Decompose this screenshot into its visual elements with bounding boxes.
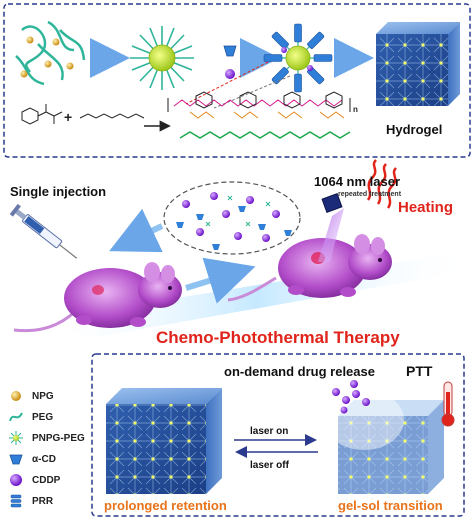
polymer-repeat-structure xyxy=(167,91,351,139)
plus-sign: + xyxy=(64,109,72,125)
syringe-icon xyxy=(9,203,78,259)
legend-label: PRR xyxy=(32,495,54,507)
dashed-pointer-red xyxy=(185,61,269,105)
heat-waves-icon xyxy=(366,159,397,209)
gel-cube-right xyxy=(324,390,444,494)
gold-sphere-icon xyxy=(8,388,24,404)
arrow-release-to-injection xyxy=(109,208,164,253)
polymer-repeat-n: n xyxy=(353,105,358,114)
legend-label: α-CD xyxy=(32,453,56,465)
legend-label: PNPG-PEG xyxy=(32,432,85,444)
gel-sol-transition-label: gel-sol transition xyxy=(338,498,443,513)
blue-cone-icon xyxy=(8,451,24,467)
blue-spiral-icon xyxy=(8,493,24,509)
laser-head-icon xyxy=(321,193,343,213)
legend-label: NPG xyxy=(32,390,54,402)
prr-micelle xyxy=(263,23,333,93)
released-particles xyxy=(176,192,292,250)
heating-label: Heating xyxy=(398,199,453,216)
legend-item-peg: PEG xyxy=(8,409,53,425)
cddp-reagent xyxy=(225,69,235,79)
hydrogel-cube-top xyxy=(376,22,460,106)
alpha-cd-reagent xyxy=(223,45,237,57)
arrow-mouse-to-mouse xyxy=(185,257,256,304)
drug-release-ellipse xyxy=(163,181,301,255)
release-title: on-demand drug release xyxy=(224,364,375,379)
dashed-pointer-gray xyxy=(213,75,291,109)
peg-diol-structure xyxy=(79,113,145,119)
star-micelle-icon xyxy=(8,430,24,446)
laser-sublabel: repeated treatment xyxy=(338,191,402,198)
single-injection-label: Single injection xyxy=(10,184,106,199)
mouse-right-illustration xyxy=(227,234,392,302)
laser-beam xyxy=(318,208,344,262)
pnpg-peg-micelle xyxy=(130,26,194,90)
green-chain-icon xyxy=(8,409,24,425)
legend-item-alpha-cd: α-CD xyxy=(8,451,56,467)
legend-item-npg: NPG xyxy=(8,388,54,404)
legend-label: CDDP xyxy=(32,474,61,486)
hydrogel-label: Hydrogel xyxy=(386,122,442,137)
thermometer-icon xyxy=(441,381,455,427)
amino-acid-structure xyxy=(21,104,63,125)
prolonged-retention-label: prolonged retention xyxy=(104,498,227,513)
therapy-title: Chemo-Photothermal Therapy xyxy=(156,328,400,347)
laser-off-label: laser off xyxy=(250,460,290,471)
legend-item-prr: PRR xyxy=(8,493,53,509)
released-cddp-particles xyxy=(332,380,370,414)
laser-label: 1064 nm laser xyxy=(314,174,400,189)
legend-label: PEG xyxy=(32,411,54,423)
purple-sphere-icon xyxy=(8,472,24,488)
gel-cube-left xyxy=(106,388,222,494)
legend-item-pnpg-peg: PNPG-PEG xyxy=(8,430,85,446)
npg-peg-mixture xyxy=(15,20,86,86)
laser-on-label: laser on xyxy=(250,426,288,437)
legend-item-cddp: CDDP xyxy=(8,472,60,488)
ptt-label: PTT xyxy=(406,363,433,379)
mouse-left-illustration xyxy=(13,262,182,333)
